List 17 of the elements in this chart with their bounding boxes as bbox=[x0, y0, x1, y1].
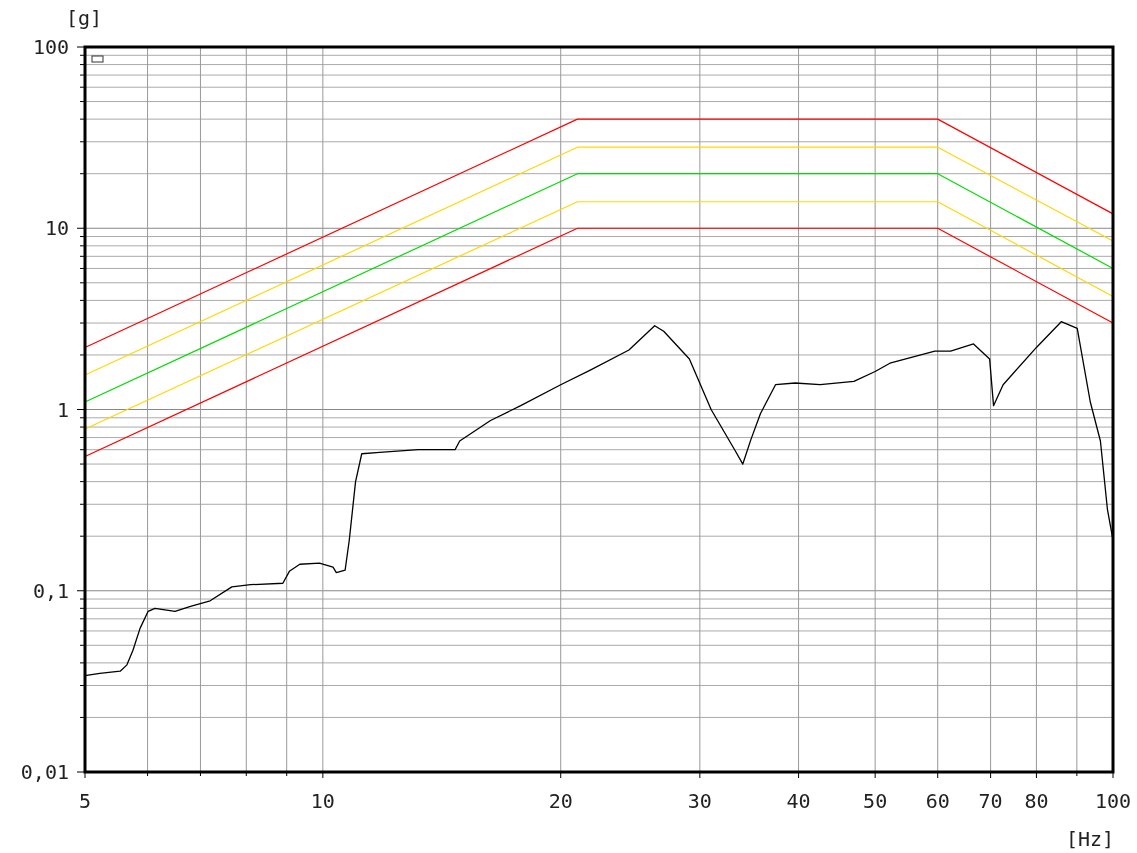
x-tick-label: 70 bbox=[978, 789, 1003, 813]
y-tick-label: 10 bbox=[44, 216, 69, 241]
y-tick-label: 0,1 bbox=[32, 578, 69, 603]
x-tick-label: 40 bbox=[786, 789, 811, 813]
x-tick-label: 10 bbox=[310, 789, 335, 813]
x-tick-label: 20 bbox=[548, 789, 573, 813]
y-tick-label: 0,01 bbox=[20, 760, 69, 784]
x-tick-label: 5 bbox=[78, 789, 92, 813]
y-tick-label: 100 bbox=[32, 35, 69, 59]
x-tick-label: 30 bbox=[687, 789, 712, 813]
y-tick-label: 1 bbox=[56, 397, 69, 422]
x-tick-label: 50 bbox=[863, 789, 888, 813]
x-tick-label: 80 bbox=[1024, 789, 1049, 813]
x-tick-label: 100 bbox=[1094, 789, 1132, 813]
x-axis-title: [Hz] bbox=[1065, 827, 1115, 851]
x-tick-label: 60 bbox=[925, 789, 950, 813]
y-axis-title: [g] bbox=[65, 6, 103, 30]
